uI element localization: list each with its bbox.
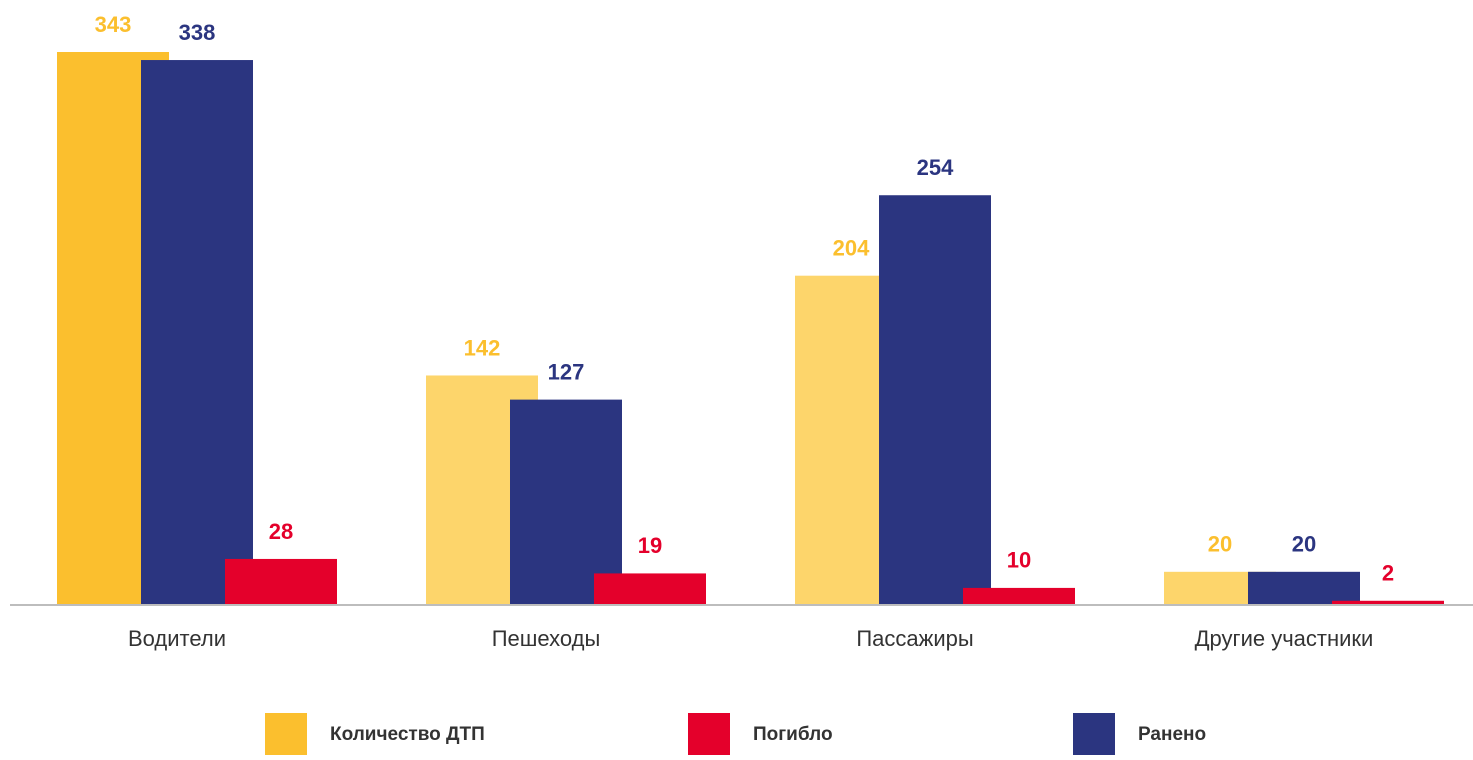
value-label: 142 <box>464 335 501 360</box>
x-tick-label: Другие участники <box>1195 626 1374 651</box>
bar <box>594 573 706 604</box>
value-label: 338 <box>179 20 216 45</box>
value-label: 20 <box>1208 532 1232 557</box>
value-label: 19 <box>638 533 662 558</box>
legend-swatch <box>688 713 730 755</box>
x-tick-label: Пешеходы <box>492 626 601 651</box>
bar <box>141 60 253 605</box>
legend-label: Погибло <box>753 724 833 745</box>
bar <box>510 399 622 604</box>
value-label: 2 <box>1382 561 1394 586</box>
legend-label: Ранено <box>1138 724 1206 745</box>
bar <box>963 587 1075 604</box>
x-tick-label: Пассажиры <box>856 626 973 651</box>
x-tick-label: Водители <box>128 626 226 651</box>
value-label: 343 <box>95 12 132 37</box>
value-label: 10 <box>1007 548 1031 573</box>
value-label: 20 <box>1292 532 1316 557</box>
legend-label: Количество ДТП <box>330 724 485 745</box>
bar <box>1248 571 1360 604</box>
legend-swatch <box>1073 713 1115 755</box>
bar <box>879 195 991 604</box>
value-label: 204 <box>833 236 870 261</box>
value-label: 127 <box>548 359 585 384</box>
bar <box>1332 600 1444 604</box>
value-label: 254 <box>917 155 954 180</box>
bar <box>225 558 337 604</box>
legend-swatch <box>265 713 307 755</box>
value-label: 28 <box>269 519 293 544</box>
